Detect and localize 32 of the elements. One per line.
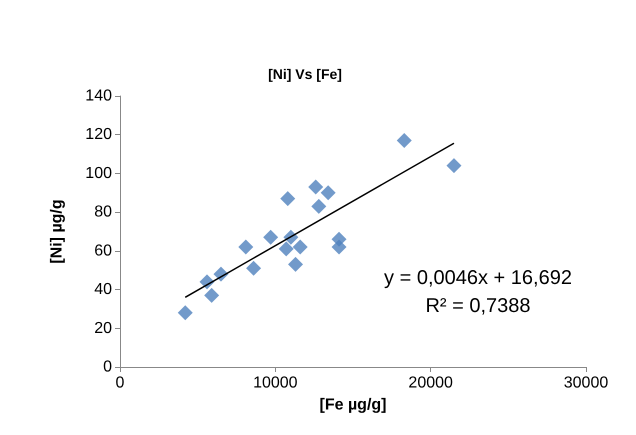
x-axis-title: [Fe µg/g] [320,396,386,414]
x-tick-label: 0 [116,374,125,392]
x-tick-label: 20000 [408,374,454,392]
y-tick-label: 0 [103,358,112,376]
point [308,179,324,194]
point [332,239,347,254]
annotation: y = 0,0046x + 16,692 [384,267,572,289]
y-tick-label: 20 [94,320,112,337]
y-axis-title: [Ni] µg/g [48,199,66,264]
point [204,288,220,303]
y-tick-label: 40 [94,281,112,298]
point [320,185,336,200]
y-tick-label: 100 [85,164,112,182]
point [396,133,412,148]
y-tick-label: 80 [94,204,112,221]
x-tick-label: 10000 [253,374,298,392]
point [246,260,262,276]
point [280,191,296,206]
point [278,241,294,256]
y-tick-label: 60 [94,242,112,260]
x-tick-label: 30000 [564,374,608,392]
annotation: R² = 0,7388 [425,295,531,317]
y-tick-label: 120 [85,126,112,144]
y-tick-label: 140 [85,88,112,104]
point [178,305,193,320]
point [292,239,308,254]
point [263,230,278,245]
point [288,256,304,272]
point [446,158,462,174]
point [238,239,254,254]
point [311,198,326,214]
chart-title: [Ni] Vs [Fe] [268,66,342,82]
